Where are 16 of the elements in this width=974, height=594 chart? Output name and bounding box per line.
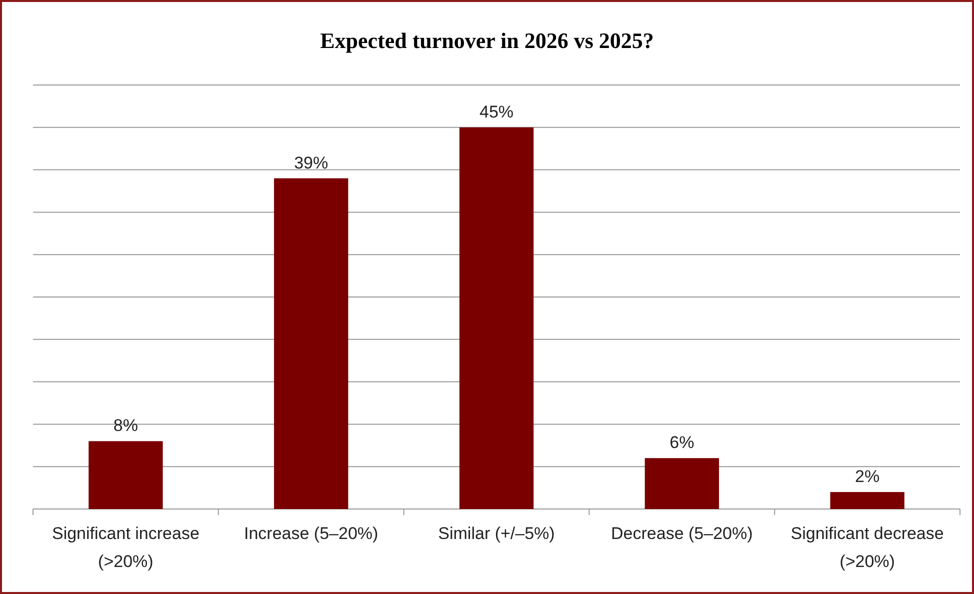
x-tick-label: Significant increase (>20%) (52, 524, 200, 571)
data-label: 2% (855, 467, 880, 486)
bar (459, 127, 534, 509)
bar (88, 441, 163, 509)
data-label: 45% (479, 102, 514, 122)
bar (274, 178, 348, 509)
chart-title: Expected turnover in 2026 vs 2025? (320, 28, 654, 53)
bar (644, 458, 719, 509)
x-tick-label: Increase (5–20%) (244, 524, 378, 543)
data-label: 39% (294, 153, 328, 172)
x-tick-label: Similar (+/–5%) (438, 524, 555, 543)
bar (830, 492, 904, 509)
data-label: 8% (113, 416, 138, 436)
data-label: 6% (670, 433, 694, 452)
x-tick-label: Significant decrease (>20%) (790, 524, 944, 571)
x-tick-label: Decrease (5–20%) (611, 524, 753, 543)
